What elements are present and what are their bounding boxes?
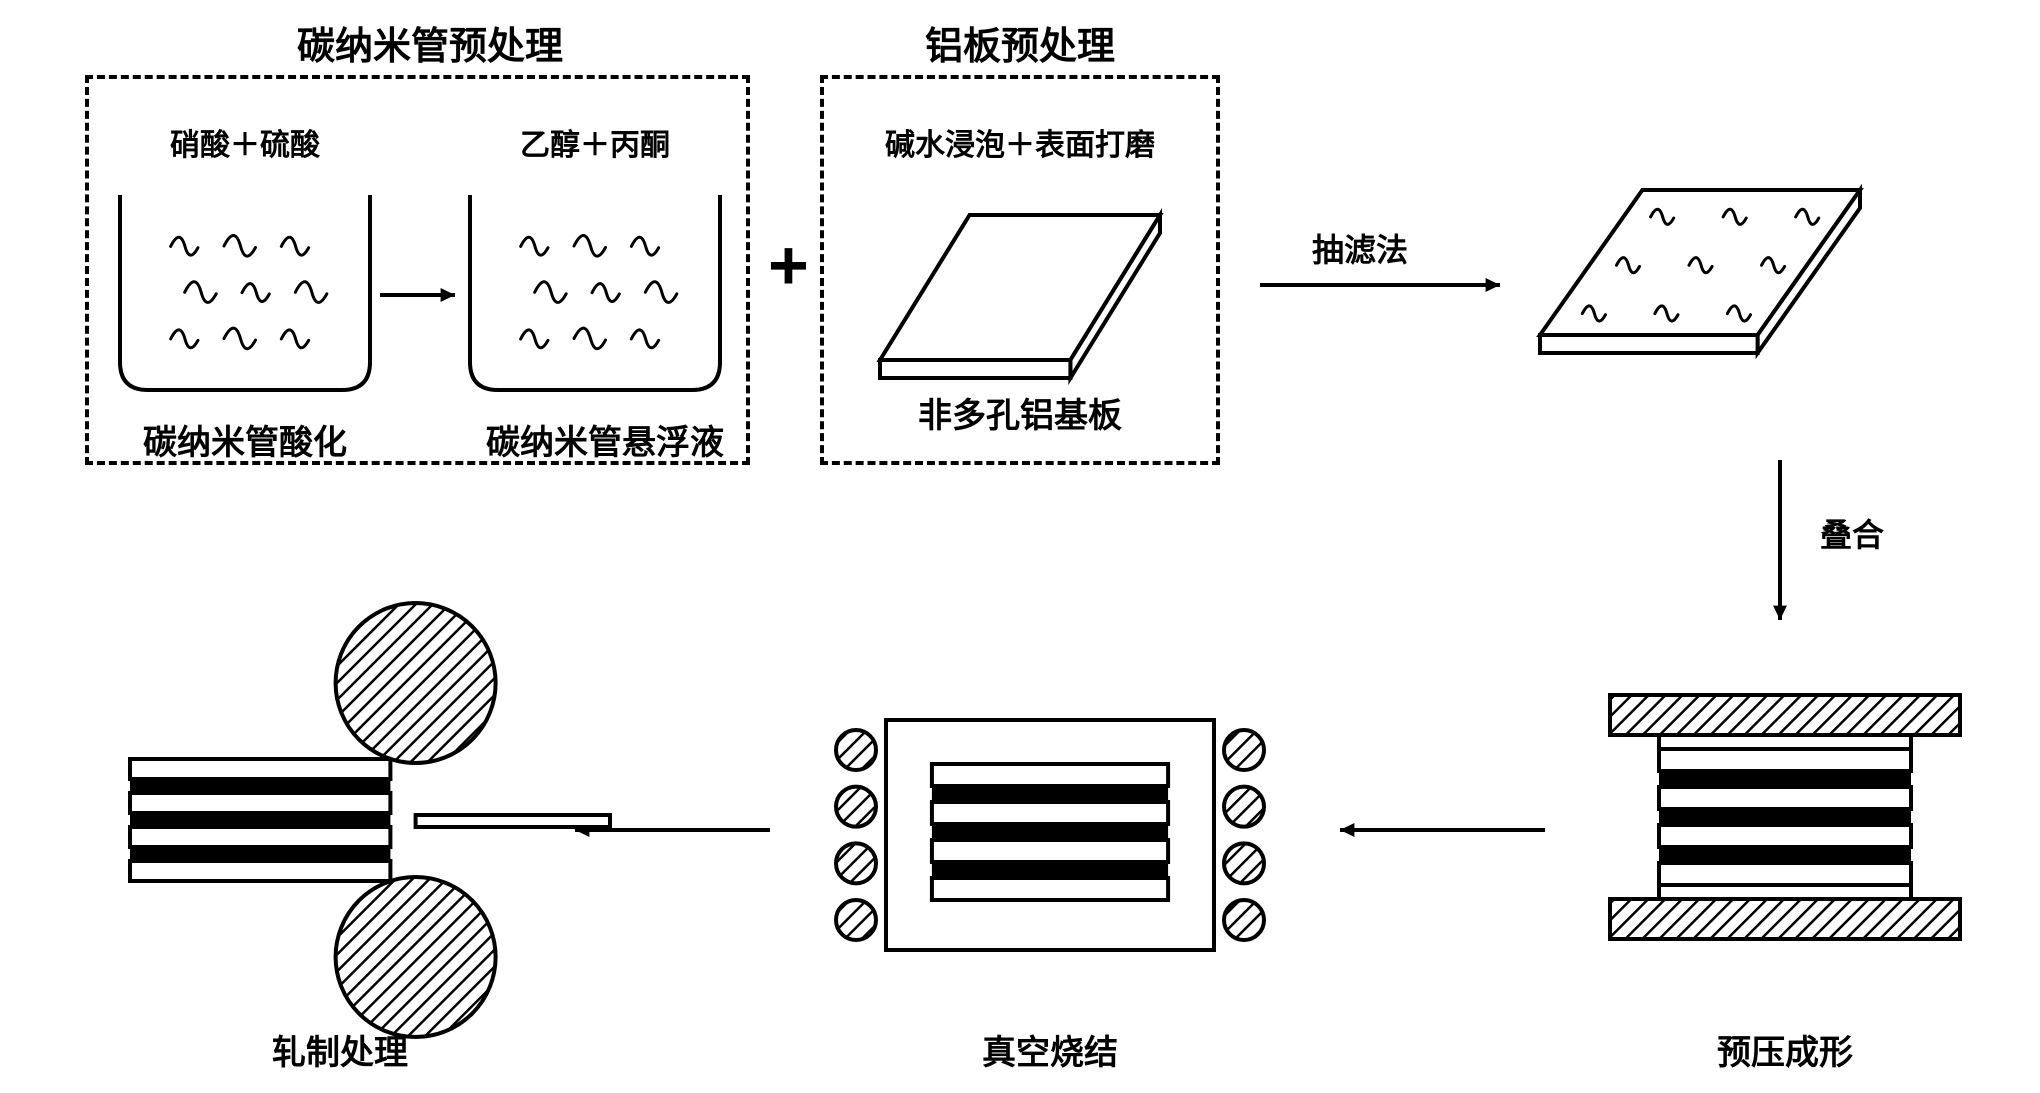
diagram-svg (0, 0, 2040, 1093)
